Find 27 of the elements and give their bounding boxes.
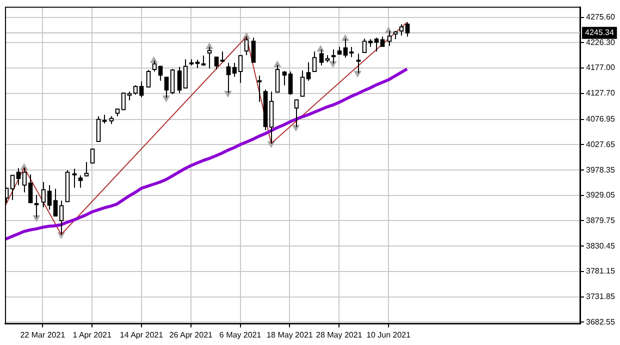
point xyxy=(224,90,232,98)
y-tick-label: 3830.45 xyxy=(586,241,616,250)
x-tick-label: 1 Apr 2021 xyxy=(72,330,112,340)
y-tick-label: 4127.70 xyxy=(586,88,616,98)
point xyxy=(354,70,362,78)
y-tick-label: 4027.65 xyxy=(586,140,616,149)
x-tick-label: 18 May 2021 xyxy=(266,330,314,340)
y-tick-label: 4275.60 xyxy=(586,12,616,22)
y-tick-label: 4076.95 xyxy=(586,114,616,124)
point xyxy=(274,60,281,68)
x-tick-label: 26 Apr 2021 xyxy=(169,330,214,340)
x-tick-label: 6 May 2021 xyxy=(219,330,262,340)
ref-line-label: 4245.34 xyxy=(585,28,614,38)
y-tick-label: 3682.55 xyxy=(586,317,616,326)
y-tick-label: 3879.75 xyxy=(586,216,616,225)
x-tick-label: 22 Mar 2021 xyxy=(20,330,66,340)
y-tick-label: 3731.85 xyxy=(586,292,616,301)
point xyxy=(150,56,158,64)
x-tick-label: 10 Jun 2021 xyxy=(366,330,412,340)
y-tick-label: 3781.15 xyxy=(586,266,616,276)
x-tick-label: 14 Apr 2021 xyxy=(120,330,164,340)
y-tick-label: 3978.35 xyxy=(586,165,616,174)
y-tick-label: 4177.00 xyxy=(586,63,616,72)
y-tick-label: 4226.30 xyxy=(586,38,616,47)
x-tick-label: 28 May 2021 xyxy=(316,330,363,340)
point xyxy=(206,42,213,50)
y-tick-label: 3929.05 xyxy=(586,190,616,200)
